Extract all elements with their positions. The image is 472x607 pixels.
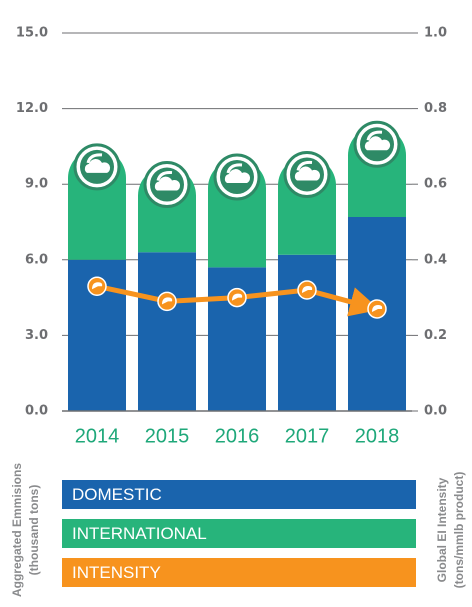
y2-label: (tons/mmlb product) (452, 472, 466, 589)
y-tick-label: 0.0 (25, 404, 48, 419)
icon-cloud (224, 169, 251, 183)
x-tick-label: 2015 (145, 425, 190, 447)
y-label: Aggregated Emmisions (10, 463, 24, 597)
marker-icon (372, 304, 383, 312)
co2-icon (213, 153, 261, 201)
y-tick-label: 3.0 (25, 328, 48, 343)
x-tick-label: 2014 (75, 425, 120, 447)
x-tick-label: 2018 (355, 425, 400, 447)
legend-label: INTENSITY (72, 563, 161, 582)
icon-stack (296, 160, 313, 171)
y-label: (thousand tons) (27, 485, 41, 576)
y2-tick-label: 0.6 (424, 177, 447, 192)
bar-segment (278, 254, 336, 411)
y2-tick-label: 1.0 (424, 26, 447, 41)
y2-tick-label: 0.0 (424, 404, 447, 419)
icon-stack (226, 163, 243, 174)
legend-swatch (62, 480, 416, 509)
marker-icon (302, 286, 313, 294)
bar-segment (138, 252, 196, 411)
marker-icon (162, 297, 173, 305)
y2-tick-label: 0.2 (424, 328, 447, 343)
marker-icon (232, 293, 243, 301)
y2-tick-label: 0.4 (424, 252, 447, 267)
co2-icon (143, 161, 191, 209)
icon-cloud (84, 158, 111, 173)
y2-tick-label: 0.8 (424, 101, 447, 116)
legend-label: DOMESTIC (72, 485, 162, 504)
co2-icon (73, 143, 121, 191)
icon-cloud (294, 166, 321, 181)
co2-icon (283, 150, 331, 198)
legend-swatch (62, 558, 416, 587)
y-tick-label: 6.0 (25, 252, 48, 267)
y-tick-label: 9.0 (25, 177, 48, 192)
icon-stack (86, 153, 103, 164)
icon-cloud (154, 176, 181, 191)
icon-stack (156, 170, 173, 181)
y-tick-label: 15.0 (16, 26, 48, 41)
x-tick-label: 2017 (285, 425, 330, 447)
legend-swatch (62, 519, 416, 548)
legend-label: INTERNATIONAL (72, 524, 207, 543)
x-tick-label: 2016 (215, 425, 260, 447)
marker-icon (92, 282, 103, 290)
y-tick-label: 12.0 (16, 101, 48, 116)
co2-icon (353, 120, 401, 168)
y2-label: Global EI Intensity (435, 477, 449, 582)
icon-cloud (364, 136, 391, 151)
icon-stack (366, 130, 383, 141)
